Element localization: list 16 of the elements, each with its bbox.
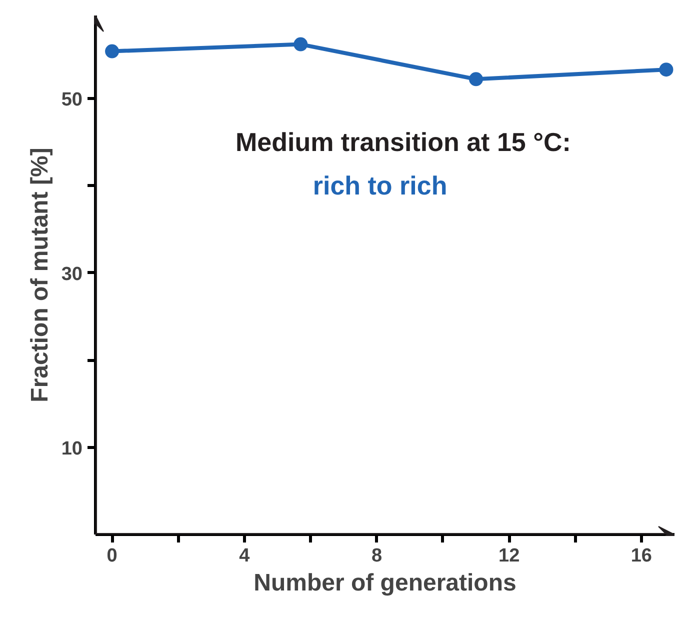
- text: rich to rich: [312, 170, 448, 201]
- y-tick-label: 30: [61, 264, 83, 285]
- x-tick-label: 8: [371, 546, 382, 566]
- x-tick-label: 12: [498, 546, 520, 566]
- y-tick-label: 50: [61, 89, 83, 110]
- point: [294, 37, 308, 52]
- x-tick-label: 4: [239, 546, 250, 566]
- x-axis-title: Number of generations: [254, 570, 516, 596]
- annotation: Medium transition at 15 °C:: [235, 126, 571, 157]
- point: [659, 62, 674, 77]
- point: [105, 44, 120, 58]
- y-axis-title: Fraction of mutant [%]: [26, 148, 54, 402]
- x-tick-label: 16: [630, 546, 652, 566]
- point: [468, 72, 483, 86]
- y-tick-label: 10: [61, 438, 83, 460]
- x-tick-label: 0: [106, 546, 118, 566]
